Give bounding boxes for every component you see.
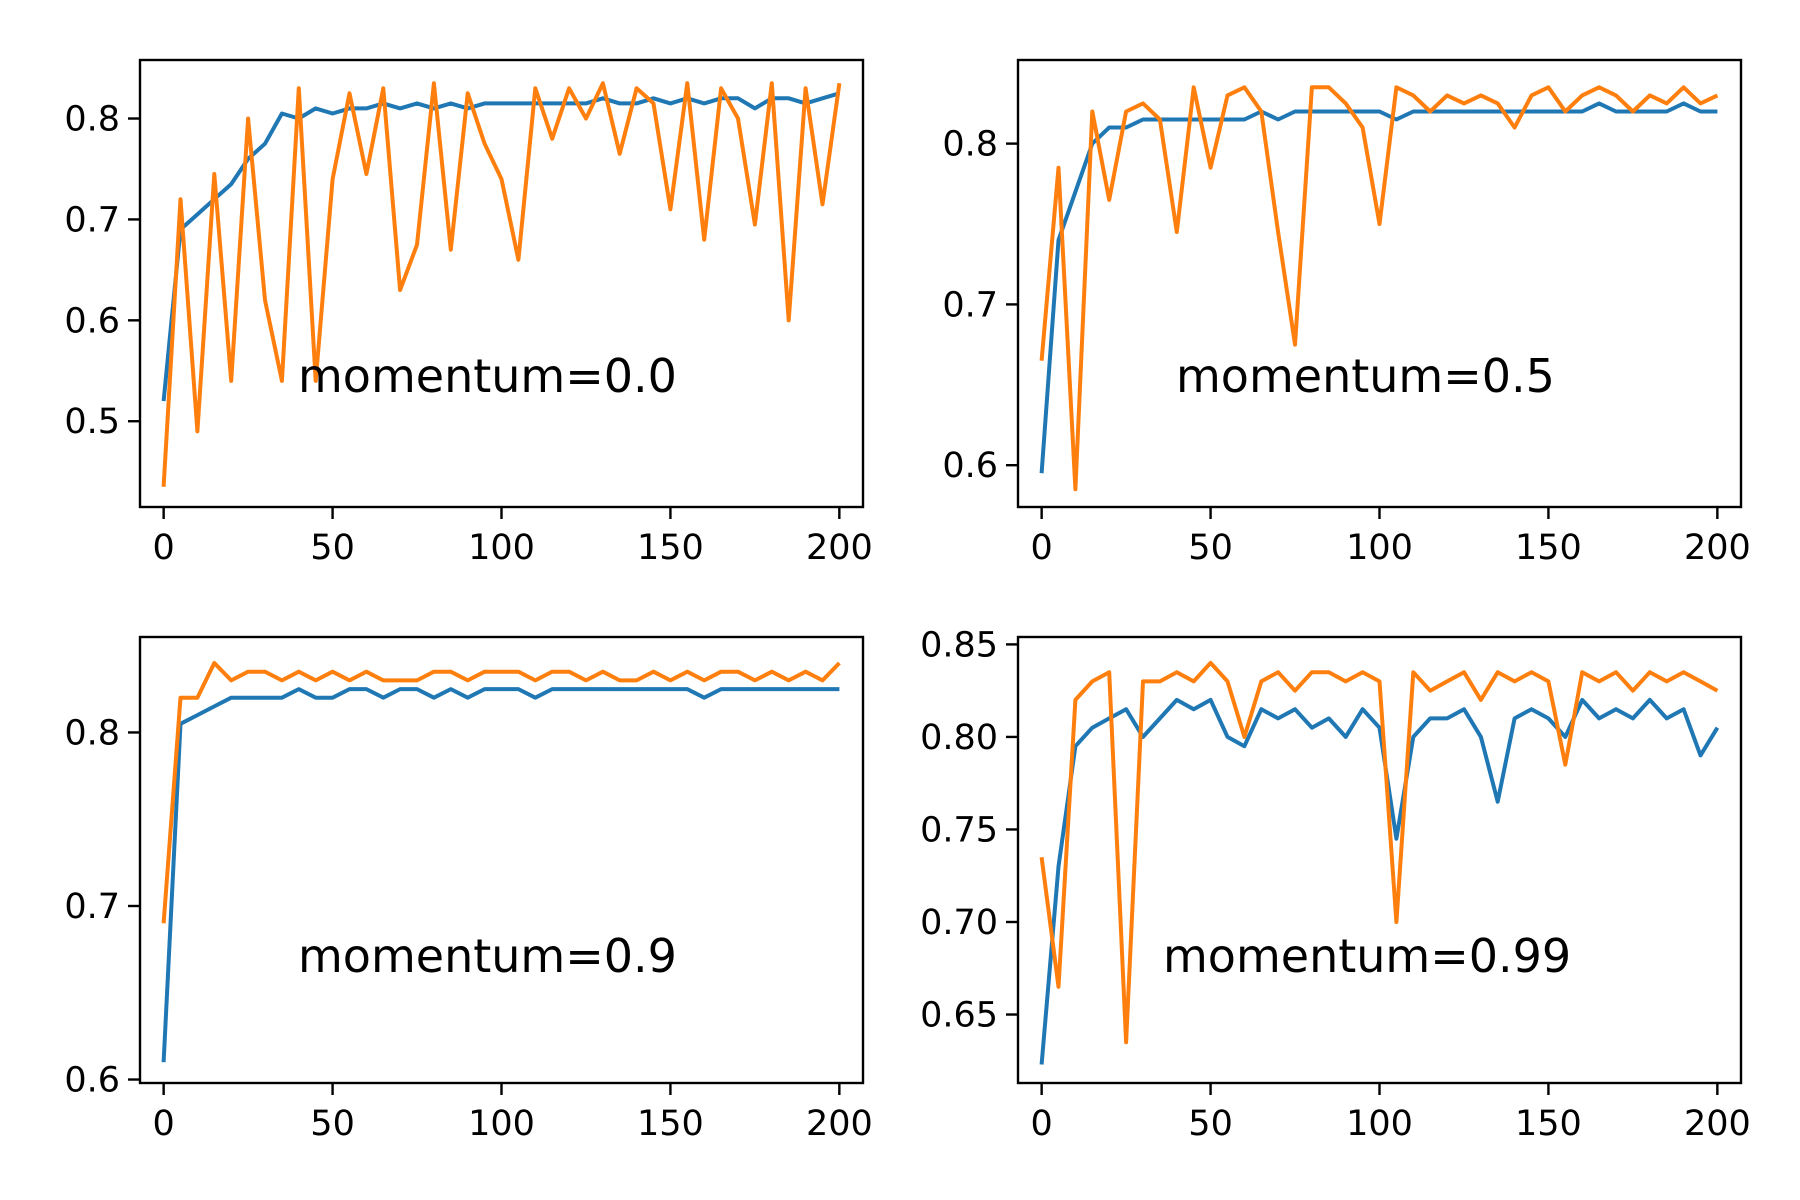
x-tick-label: 200 (1684, 528, 1751, 568)
plot-lines (161, 81, 842, 487)
x-axis-ticks: 0 50 100 150 200 (1031, 507, 1751, 568)
x-tick-label: 150 (1515, 528, 1582, 568)
series-orange-line (1039, 660, 1719, 1045)
x-axis-ticks: 0 50 100 150 200 (153, 1083, 873, 1144)
x-axis-ticks: 0 50 100 150 200 (153, 507, 873, 568)
series-blue-line (1039, 697, 1720, 1065)
x-tick-label: 0 (1031, 1104, 1053, 1144)
series-orange-line (1039, 85, 1719, 492)
y-tick-label: 0.6 (64, 1061, 120, 1101)
y-axis-ticks: 0.5 0.6 0.7 0.8 (64, 100, 140, 442)
x-tick-label: 150 (637, 1104, 704, 1144)
plot-lines (1039, 85, 1719, 492)
subplot-momentum-0-0: 0 50 100 150 200 0.5 0.6 0.7 0.8 momentum=0.0 (64, 58, 873, 568)
x-tick-label: 50 (1188, 1104, 1233, 1144)
y-tick-label: 0.85 (920, 625, 998, 665)
x-tick-label: 0 (153, 528, 175, 568)
x-tick-label: 200 (806, 1104, 873, 1144)
x-tick-label: 50 (310, 528, 355, 568)
momentum-annotation: momentum=0.0 (298, 349, 677, 403)
y-tick-label: 0.8 (942, 125, 998, 165)
series-orange-line (161, 81, 842, 487)
y-tick-label: 0.6 (942, 446, 998, 486)
x-tick-label: 200 (1684, 1104, 1751, 1144)
y-tick-label: 0.75 (920, 810, 998, 850)
y-tick-label: 0.7 (64, 200, 120, 240)
subplot-momentum-0-99: 0 50 100 150 200 0.65 0.70 0.75 0.80 0.85 moment… (920, 625, 1751, 1144)
plot-lines (1039, 660, 1720, 1065)
plot-lines (161, 661, 841, 1063)
series-orange-line (161, 661, 841, 924)
series-blue-line (1039, 101, 1718, 474)
x-tick-label: 100 (1346, 528, 1413, 568)
x-tick-label: 50 (310, 1104, 355, 1144)
y-axis-ticks: 0.6 0.7 0.8 (942, 125, 1018, 486)
y-tick-label: 0.65 (920, 996, 998, 1036)
y-axis-ticks: 0.6 0.7 0.8 (64, 713, 140, 1101)
momentum-annotation: momentum=0.9 (298, 929, 677, 983)
momentum-annotation: momentum=0.5 (1176, 349, 1555, 403)
x-tick-label: 50 (1188, 528, 1233, 568)
subplot-momentum-0-9: 0 50 100 150 200 0.6 0.7 0.8 momentum=0.9 (64, 635, 873, 1144)
subplot-momentum-0-5: 0 50 100 150 200 0.6 0.7 0.8 momentum=0.5 (942, 58, 1751, 568)
series-blue-line (161, 687, 840, 1063)
x-tick-label: 100 (468, 1104, 535, 1144)
x-tick-label: 150 (1515, 1104, 1582, 1144)
y-tick-label: 0.80 (920, 718, 998, 758)
y-tick-label: 0.70 (920, 903, 998, 943)
x-tick-label: 150 (637, 528, 704, 568)
y-tick-label: 0.8 (64, 100, 120, 140)
y-axis-ticks: 0.65 0.70 0.75 0.80 0.85 (920, 625, 1018, 1036)
x-tick-label: 0 (153, 1104, 175, 1144)
y-tick-label: 0.7 (942, 285, 998, 325)
y-tick-label: 0.7 (64, 887, 120, 927)
x-tick-label: 200 (806, 528, 873, 568)
x-tick-label: 100 (1346, 1104, 1413, 1144)
x-axis-ticks: 0 50 100 150 200 (1031, 1083, 1751, 1144)
x-tick-label: 100 (468, 528, 535, 568)
y-tick-label: 0.5 (64, 402, 120, 442)
momentum-annotation: momentum=0.99 (1163, 929, 1571, 983)
x-tick-label: 0 (1031, 528, 1053, 568)
y-tick-label: 0.8 (64, 713, 120, 753)
y-tick-label: 0.6 (64, 301, 120, 341)
